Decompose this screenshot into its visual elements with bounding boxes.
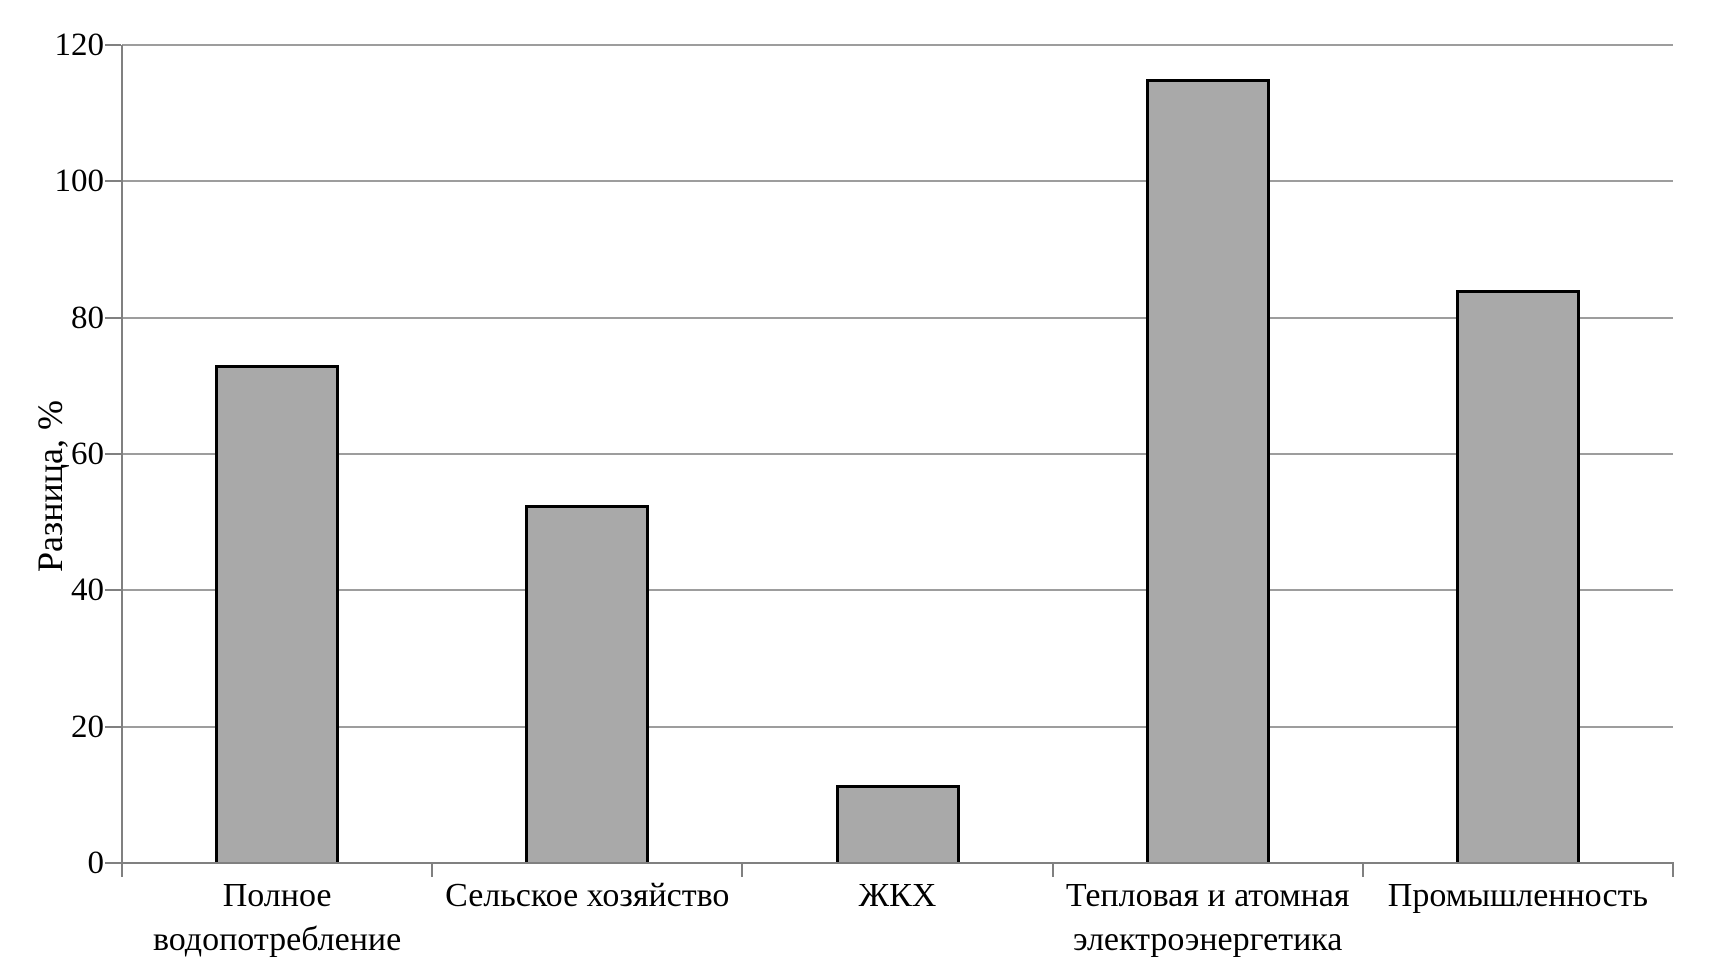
bar-1 <box>525 505 650 863</box>
gridline-100 <box>122 180 1673 183</box>
y-tick-label-60: 60 <box>71 436 104 472</box>
x-tick-3 <box>1051 864 1054 877</box>
y-tick-80 <box>105 316 121 319</box>
y-tick-label-80: 80 <box>71 299 104 336</box>
bar-0 <box>215 365 340 863</box>
y-tick-0 <box>105 862 121 864</box>
gridline-60 <box>122 453 1673 455</box>
x-category-label-2: ЖКХ <box>858 877 937 914</box>
x-tick-5 <box>1672 864 1674 877</box>
gridline-20 <box>122 725 1673 728</box>
y-tick-100 <box>105 180 121 183</box>
y-tick-label-120: 120 <box>54 27 105 63</box>
y-tick-20 <box>105 725 121 728</box>
x-category-label-4: Промышленность <box>1387 877 1648 914</box>
x-tick-0 <box>121 864 123 877</box>
gridline-120 <box>122 44 1673 46</box>
bar-2 <box>835 784 960 863</box>
x-tick-4 <box>1361 864 1364 877</box>
x-category-label-3: Тепловая и атомная электроэнергетика <box>1065 877 1350 958</box>
y-tick-40 <box>105 589 121 592</box>
y-tick-120 <box>105 44 121 46</box>
y-tick-label-20: 20 <box>71 708 104 745</box>
x-tick-2 <box>741 864 744 877</box>
bar-3 <box>1145 79 1270 863</box>
y-tick-label-100: 100 <box>54 163 105 200</box>
x-tick-1 <box>431 864 434 877</box>
bar-4 <box>1455 290 1580 863</box>
y-tick-label-40: 40 <box>71 572 104 609</box>
gridline-80 <box>122 316 1673 319</box>
gridline-40 <box>122 589 1673 592</box>
y-axis-line <box>121 45 123 865</box>
y-tick-60 <box>105 453 121 455</box>
x-category-label-0: Полное водопотребление <box>152 877 402 958</box>
x-category-label-1: Сельское хозяйство <box>445 877 730 914</box>
x-axis-line <box>121 862 1674 864</box>
y-tick-label-0: 0 <box>87 845 105 881</box>
